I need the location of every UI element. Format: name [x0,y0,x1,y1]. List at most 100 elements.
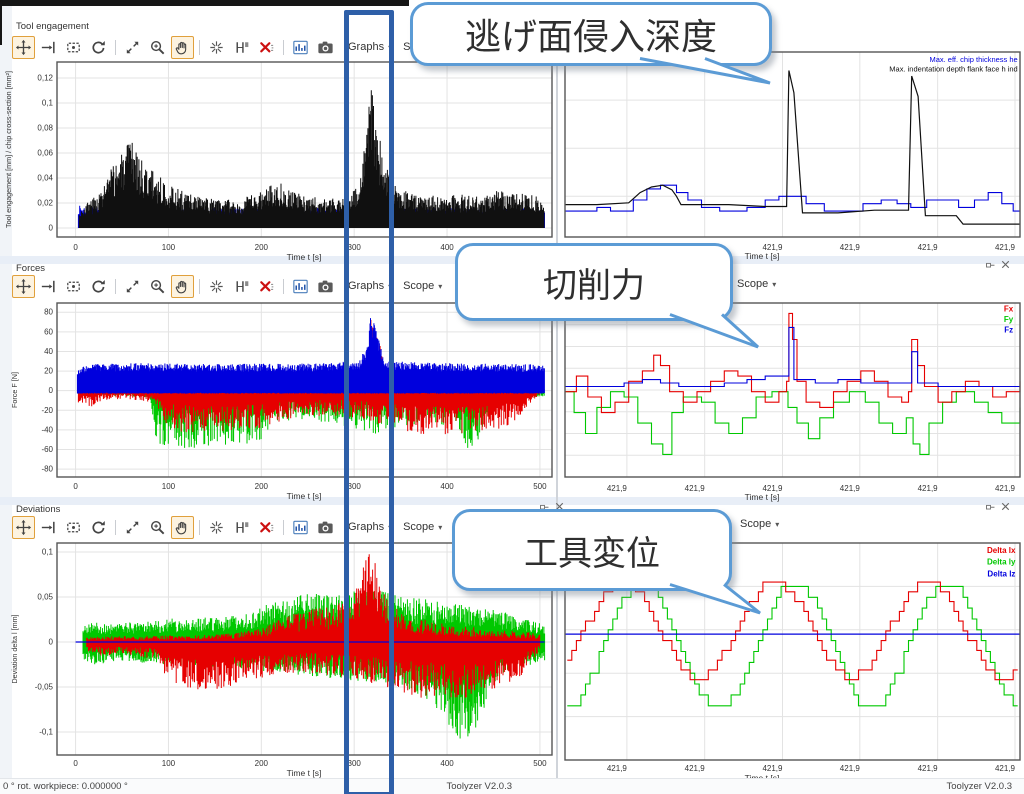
pin-icon[interactable] [984,500,997,513]
chart-tool-button[interactable] [289,36,312,59]
svg-text:421,9: 421,9 [995,764,1016,773]
step-tool-button[interactable] [37,36,60,59]
region-tool-button[interactable] [62,516,85,539]
svg-text:40: 40 [44,347,53,356]
move-tool-button[interactable] [12,515,35,539]
measure-tool-button[interactable] [230,516,253,539]
resize-tool-button[interactable] [121,516,144,539]
refresh-tool-button[interactable] [87,516,110,539]
chevron-down-icon: ▾ [438,281,443,291]
x-axis-label: Time t [s] [287,768,322,778]
refresh-icon [92,278,106,293]
pin-icon[interactable] [984,258,997,271]
svg-text:500: 500 [533,482,547,491]
zoom-tool-button[interactable] [146,275,169,298]
svg-text:421,9: 421,9 [995,243,1016,252]
snap-tool-button[interactable] [205,516,228,539]
step-tool-button[interactable] [37,516,60,539]
resize-tool-button[interactable] [121,275,144,298]
snap-tool-button[interactable] [205,36,228,59]
status-version-right: Toolyzer V2.0.3 [946,781,1012,792]
callout-tail [669,313,760,349]
chart-tool-engagement-overview[interactable]: 0 100 200 300 400 0,12 0,1 0,08 0,06 0,04 0,02 0 Tim… [4,61,553,262]
svg-text:0: 0 [73,759,78,768]
svg-text:0: 0 [49,386,54,395]
left-edge-bar [0,0,2,45]
measure-icon [236,41,250,53]
region-icon [67,281,80,291]
scope-menu[interactable]: Scope▾ [403,280,443,292]
step-tool-button[interactable] [37,275,60,298]
svg-text:421,9: 421,9 [685,764,706,773]
camera-icon [318,280,333,292]
toolbar-separator [115,39,116,55]
clear-tool-button[interactable] [255,275,278,298]
panel-splitter[interactable] [556,6,558,778]
region-tool-button[interactable] [62,36,85,59]
camera-tool-button[interactable] [314,275,337,298]
snap-tool-button[interactable] [205,275,228,298]
svg-text:0: 0 [73,482,78,491]
zoom-tool-button[interactable] [146,36,169,59]
chart-deviations-overview[interactable]: 0 100 200 300 400 500 0,1 0,05 0 -0,05 -0,1 Time t … [10,542,553,778]
close-icon[interactable] [999,258,1012,271]
move-tool-button[interactable] [12,35,35,59]
svg-text:200: 200 [255,243,269,252]
snap-icon [209,279,224,293]
scope-menu-deviations-right[interactable]: Scope ▾ [740,518,780,530]
chart-tool-button[interactable] [289,275,312,298]
scope-menu-forces-right[interactable]: Scope ▾ [737,278,777,290]
status-bar: 0 ° rot. workpiece: 0.000000 ° Toolyzer … [0,778,1024,794]
y-axis-label: Deviation delta l [mm] [10,614,19,683]
chart-deviations-zoom[interactable]: 421,9 421,9 421,9 421,9 421,9 421,9 Delta lx De… [564,542,1021,783]
time-window-highlight [344,10,394,794]
pan-icon [175,41,187,54]
left-gutter [0,6,12,778]
move-tool-button[interactable] [12,274,35,298]
pan-tool-button[interactable] [171,274,194,298]
camera-tool-button[interactable] [314,516,337,539]
callout-tool-displacement: 工具変位 [452,509,732,591]
measure-tool-button[interactable] [230,275,253,298]
chart-tool-button[interactable] [289,516,312,539]
resize-icon [126,279,139,293]
svg-text:400: 400 [440,759,454,768]
svg-text:421,9: 421,9 [607,484,628,493]
resize-tool-button[interactable] [121,36,144,59]
close-icon[interactable] [999,500,1012,513]
region-tool-button[interactable] [62,275,85,298]
resize-icon [126,520,139,534]
chart-forces-overview[interactable]: 0100200300400500806040200-20-40-60-80FzT… [10,302,553,501]
chart-tool-engagement-zoom[interactable]: 421,9 421,9 421,9 421,9 Max. eff. chip thick… [564,51,1021,261]
clear-tool-button[interactable] [255,516,278,539]
svg-text:80: 80 [44,308,53,317]
svg-text:-40: -40 [41,425,53,434]
svg-text:100: 100 [162,243,176,252]
svg-text:-60: -60 [41,445,53,454]
measure-tool-button[interactable] [230,36,253,59]
svg-text:0: 0 [49,637,54,646]
svg-text:-0,05: -0,05 [35,682,54,691]
camera-tool-button[interactable] [314,36,337,59]
svg-text:0,1: 0,1 [42,99,54,108]
legend-entry: Fx [1004,305,1014,314]
refresh-tool-button[interactable] [87,36,110,59]
svg-text:200: 200 [255,759,269,768]
clear-icon [260,41,275,52]
scope-menu[interactable]: Scope▾ [403,521,443,533]
svg-text:300: 300 [348,243,362,252]
refresh-tool-button[interactable] [87,275,110,298]
step-icon [41,279,55,293]
pan-tool-button[interactable] [171,515,194,539]
chart-icon [293,40,308,54]
pan-tool-button[interactable] [171,35,194,59]
zoom-icon [150,520,165,535]
zoom-tool-button[interactable] [146,516,169,539]
svg-text:0,04: 0,04 [37,174,53,183]
svg-text:421,9: 421,9 [607,764,628,773]
panel-title-forces: Forces [16,263,46,274]
clear-tool-button[interactable] [255,36,278,59]
camera-icon [318,521,333,533]
